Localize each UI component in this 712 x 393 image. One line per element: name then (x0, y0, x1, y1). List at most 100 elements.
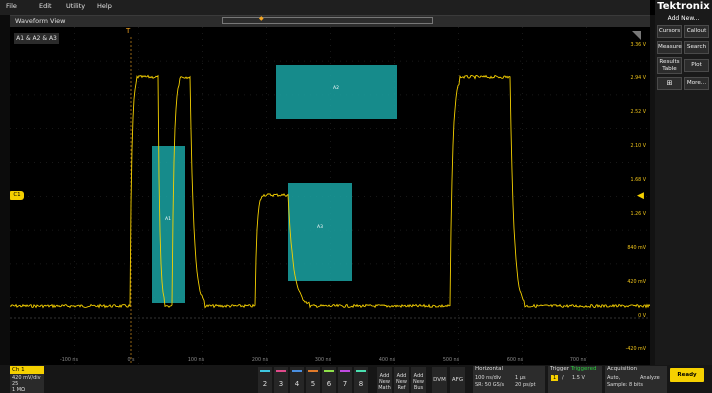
record-overview[interactable]: ◆ (222, 15, 433, 24)
menu-help[interactable]: Help (97, 2, 112, 10)
afg-button[interactable]: AFG (450, 367, 465, 393)
cursors-button[interactable]: Cursors (657, 25, 682, 38)
grid-dot (202, 267, 203, 268)
trigger-position-icon[interactable]: ◆ (259, 15, 264, 22)
trigger-level-arrow-icon[interactable]: ◀ (637, 191, 644, 201)
grid-dot (394, 129, 395, 130)
measurement-area-a3[interactable] (288, 183, 352, 281)
grid-dot (232, 196, 233, 197)
grid-dot (262, 60, 263, 62)
grid-dot (436, 196, 437, 197)
grid-dot (202, 249, 203, 250)
trigger-time-marker-icon[interactable]: T (126, 27, 131, 35)
reference-icon-button[interactable]: ⊞ (657, 77, 682, 90)
grid-dot (266, 243, 267, 244)
grid-dot (330, 321, 331, 322)
grid-dot (148, 128, 149, 129)
grid-dot (138, 135, 139, 136)
menu-edit[interactable]: Edit (39, 2, 52, 10)
menu-utility[interactable]: Utility (66, 2, 86, 10)
results-table-button[interactable]: Results Table (657, 57, 682, 74)
grid-dot (280, 162, 281, 163)
grid-dot (526, 94, 527, 96)
menu-file[interactable]: File (6, 2, 17, 10)
channel4-button[interactable]: 4 (290, 367, 304, 393)
grid-dot (76, 128, 77, 129)
grid-dot (640, 94, 641, 96)
view-corner-icon[interactable] (632, 31, 641, 40)
grid-dot (550, 263, 551, 265)
grid-dot (592, 162, 593, 163)
grid-dot (454, 196, 455, 197)
acquisition-badge[interactable]: Acquisition Auto, Analyze Sample: 8 bits (605, 366, 667, 393)
channel6-button[interactable]: 6 (322, 367, 336, 393)
grid-dot (58, 263, 59, 265)
grid-dot (138, 111, 139, 112)
grid-dot (388, 331, 389, 332)
grid-dot (586, 189, 587, 190)
grid-dot (394, 303, 395, 304)
grid-dot (74, 39, 75, 40)
grid-dot (46, 331, 47, 332)
grid-dot (28, 331, 29, 332)
grid-dot (634, 331, 635, 332)
grid-dot (138, 351, 139, 352)
grid-dot (274, 94, 275, 96)
grid-dot (458, 165, 459, 166)
grid-dot (266, 351, 267, 352)
channel7-button[interactable]: 7 (338, 367, 352, 393)
grid-dot (640, 331, 641, 332)
channel5-button[interactable]: 5 (306, 367, 320, 393)
grid-dot (268, 162, 269, 163)
grid-dot (562, 128, 563, 129)
search-button[interactable]: Search (684, 41, 709, 54)
channel1-offset-marker[interactable]: C1 (10, 191, 24, 200)
plot-button[interactable]: Plot (684, 59, 709, 72)
grid-dot (520, 94, 521, 96)
add-new-bus-button[interactable]: Add New Bus (411, 367, 426, 393)
grid-dot (118, 162, 119, 163)
grid-dot (214, 94, 215, 96)
grid-dot (544, 297, 545, 298)
horizontal-badge[interactable]: Horizontal 100 ns/div 1 μs SR: 50 GS/s 2… (473, 366, 545, 393)
waveform-plot[interactable] (10, 27, 650, 365)
grid-dot (568, 162, 569, 163)
grid-dot (394, 33, 395, 34)
trigger-title-text: Trigger (550, 366, 569, 372)
dvm-button[interactable]: DVM (432, 367, 447, 393)
channel3-button[interactable]: 3 (274, 367, 288, 393)
add-new-math-button[interactable]: Add New Math (377, 367, 392, 393)
channel8-button[interactable]: 8 (354, 367, 368, 393)
grid-dot (74, 195, 75, 196)
grid-dot (580, 263, 581, 265)
grid-dot (340, 331, 341, 332)
grid-dot (262, 229, 263, 231)
measure-button[interactable]: Measure (657, 41, 682, 54)
ready-status-button[interactable]: Ready (670, 368, 704, 382)
channel1-badge[interactable]: Ch 1 420 mV/div 25 1 MΩ (10, 366, 44, 393)
grid-dot (458, 81, 459, 82)
trigger-badge[interactable]: Trigger Triggered 1 / 1.5 V (548, 366, 602, 393)
add-label: Add (396, 373, 407, 379)
grid-dot (138, 129, 139, 130)
add-new-ref-button[interactable]: Add New Ref (394, 367, 409, 393)
grid-dot (256, 162, 257, 163)
grid-dot (522, 165, 523, 166)
grid-dot (458, 249, 459, 250)
grid-dot (382, 331, 383, 332)
grid-dot (10, 297, 11, 298)
measurement-area-a2[interactable] (276, 65, 397, 119)
grid-dot (508, 331, 509, 332)
measurement-badge[interactable]: A1 & A2 & A3 (14, 33, 59, 44)
measurement-area-a1[interactable] (152, 146, 185, 303)
channel2-color-stripe (260, 370, 270, 372)
grid-dot (202, 117, 203, 118)
grid-dot (280, 331, 281, 332)
grid-dot (202, 135, 203, 136)
more-button[interactable]: More... (684, 77, 709, 90)
callout-button[interactable]: Callout (684, 25, 709, 38)
grid-dot (400, 297, 401, 298)
grid-dot (40, 162, 41, 163)
grid-dot (544, 331, 545, 332)
channel2-button[interactable]: 2 (258, 367, 272, 393)
